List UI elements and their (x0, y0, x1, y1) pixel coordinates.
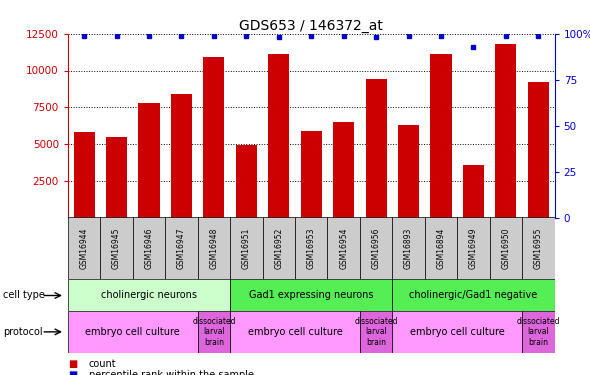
Bar (230, 217, 263, 279)
Bar (392, 217, 425, 279)
Text: cholinergic neurons: cholinergic neurons (101, 290, 197, 300)
Text: GSM16949: GSM16949 (469, 228, 478, 269)
Title: GDS653 / 146372_at: GDS653 / 146372_at (240, 19, 383, 33)
Bar (522, 311, 555, 352)
Bar (360, 217, 392, 279)
Bar (198, 217, 230, 279)
Bar (236, 146, 257, 218)
Text: GSM16955: GSM16955 (534, 228, 543, 269)
Bar (457, 217, 490, 279)
Text: dissociated
larval
brain: dissociated larval brain (517, 317, 560, 347)
Bar (496, 44, 516, 218)
Text: GSM16947: GSM16947 (177, 228, 186, 269)
Text: GSM16953: GSM16953 (307, 228, 316, 269)
Bar (198, 311, 230, 352)
Text: cholinergic/Gad1 negative: cholinergic/Gad1 negative (409, 290, 537, 300)
Bar (230, 311, 360, 352)
Bar (392, 311, 522, 352)
Text: dissociated
larval
brain: dissociated larval brain (192, 317, 235, 347)
Text: GSM16950: GSM16950 (502, 228, 510, 269)
Bar (74, 132, 94, 218)
Bar (392, 279, 555, 311)
Bar (171, 94, 192, 218)
Text: GSM16894: GSM16894 (437, 228, 445, 269)
Text: protocol: protocol (3, 327, 42, 337)
Text: embryo cell culture: embryo cell culture (410, 327, 504, 337)
Bar (295, 217, 327, 279)
Bar (490, 217, 522, 279)
Text: GSM16954: GSM16954 (339, 228, 348, 269)
Text: ■: ■ (68, 370, 77, 375)
Bar (398, 125, 419, 217)
Text: percentile rank within the sample: percentile rank within the sample (88, 370, 254, 375)
Text: GSM16893: GSM16893 (404, 228, 413, 269)
Bar (268, 54, 289, 217)
Text: embryo cell culture: embryo cell culture (86, 327, 180, 337)
Bar (204, 57, 224, 217)
Text: GSM16945: GSM16945 (112, 228, 121, 269)
Text: GSM16952: GSM16952 (274, 228, 283, 269)
Text: count: count (88, 359, 116, 369)
Bar (263, 217, 295, 279)
Text: embryo cell culture: embryo cell culture (248, 327, 342, 337)
Text: GSM16944: GSM16944 (80, 228, 88, 269)
Bar (106, 136, 127, 218)
Bar (68, 279, 230, 311)
Bar (133, 217, 165, 279)
Text: GSM16951: GSM16951 (242, 228, 251, 269)
Bar (425, 217, 457, 279)
Bar (366, 80, 386, 218)
Bar (522, 217, 555, 279)
Text: ■: ■ (68, 359, 77, 369)
Text: GSM16956: GSM16956 (372, 228, 381, 269)
Text: cell type: cell type (3, 291, 45, 300)
Bar (327, 217, 360, 279)
Bar (68, 217, 100, 279)
Bar (463, 165, 484, 218)
Bar (360, 311, 392, 352)
Bar (165, 217, 198, 279)
Bar (431, 54, 451, 217)
Text: dissociated
larval
brain: dissociated larval brain (355, 317, 398, 347)
Bar (68, 311, 198, 352)
Text: GSM16946: GSM16946 (145, 228, 153, 269)
Bar (301, 131, 322, 218)
Bar (333, 122, 354, 218)
Bar (528, 82, 549, 218)
Text: Gad1 expressing neurons: Gad1 expressing neurons (249, 290, 373, 300)
Text: GSM16948: GSM16948 (209, 228, 218, 269)
Bar (100, 217, 133, 279)
Bar (139, 103, 159, 218)
Bar (230, 279, 392, 311)
